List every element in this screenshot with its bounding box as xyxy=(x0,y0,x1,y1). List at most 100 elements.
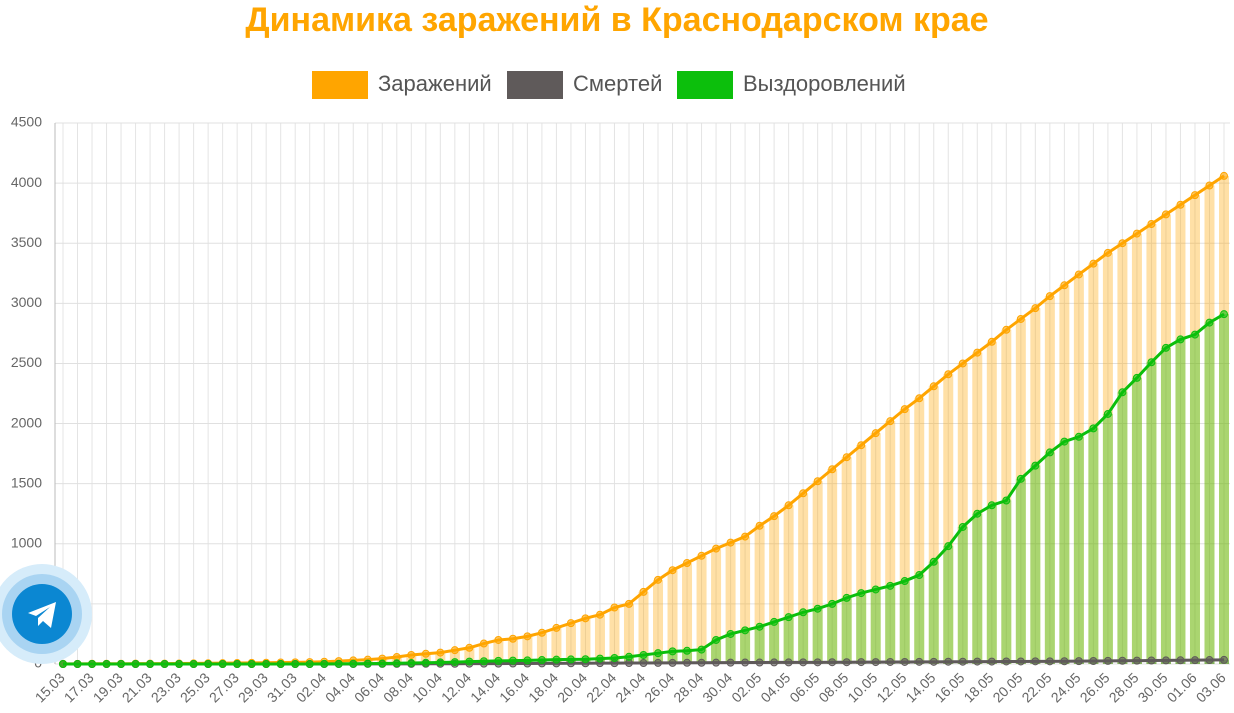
bar xyxy=(928,386,939,664)
bar xyxy=(565,623,576,664)
point xyxy=(1016,657,1025,666)
point xyxy=(624,599,633,608)
bar xyxy=(957,363,968,664)
point xyxy=(566,619,575,628)
bar xyxy=(1059,441,1070,664)
point xyxy=(204,660,213,668)
x-tick-label: 06.04 xyxy=(351,669,387,705)
bar xyxy=(667,570,678,664)
x-tick-label: 24.04 xyxy=(612,669,648,705)
bar xyxy=(638,591,649,664)
bar xyxy=(899,409,910,664)
x-tick-label: 14.05 xyxy=(902,669,938,705)
point xyxy=(320,659,329,668)
x-tick-label: 18.04 xyxy=(525,669,561,705)
bar xyxy=(478,643,489,664)
point xyxy=(363,659,372,668)
bar xyxy=(754,525,765,664)
legend-label: Выздоровлений xyxy=(743,71,906,96)
bar xyxy=(682,563,693,664)
x-tick-label: 30.04 xyxy=(699,669,735,705)
point xyxy=(508,656,517,665)
bar xyxy=(682,650,693,664)
point xyxy=(218,660,227,668)
bar xyxy=(972,352,983,664)
bar xyxy=(464,647,475,664)
bar xyxy=(1015,318,1026,664)
point xyxy=(871,429,880,438)
point xyxy=(799,658,808,667)
point xyxy=(494,656,503,665)
y-tick-label: 1500 xyxy=(11,474,42,490)
point xyxy=(59,660,67,668)
point xyxy=(668,647,677,656)
point xyxy=(450,646,459,655)
point xyxy=(958,522,967,531)
bar xyxy=(1044,296,1055,664)
point xyxy=(1103,409,1112,418)
point xyxy=(1031,461,1040,470)
point xyxy=(1103,656,1112,665)
point xyxy=(1161,656,1170,665)
x-tick-label: 19.03 xyxy=(90,669,126,705)
x-tick-label: 29.03 xyxy=(235,669,271,705)
x-tick-label: 08.04 xyxy=(380,669,416,705)
point xyxy=(1205,181,1214,190)
y-tick-label: 4000 xyxy=(11,174,42,190)
bar xyxy=(1175,204,1186,665)
point xyxy=(973,509,982,518)
point xyxy=(741,532,750,541)
x-tick-label: 12.04 xyxy=(438,669,474,705)
point xyxy=(421,649,430,658)
point xyxy=(668,658,677,667)
point xyxy=(944,370,953,379)
point xyxy=(1220,655,1228,664)
bar xyxy=(783,505,794,664)
point xyxy=(668,566,677,575)
bar xyxy=(972,513,983,664)
x-tick-label: 16.05 xyxy=(931,669,967,705)
bar xyxy=(667,651,678,664)
point xyxy=(886,581,895,590)
point xyxy=(886,657,895,666)
point xyxy=(1002,496,1011,505)
point xyxy=(741,626,750,635)
x-tick-label: 25.03 xyxy=(177,669,213,705)
bar xyxy=(841,597,852,664)
bar xyxy=(1030,465,1041,664)
point xyxy=(900,657,909,666)
point xyxy=(755,622,764,631)
bar xyxy=(943,546,954,664)
bar xyxy=(841,457,852,664)
point xyxy=(392,659,401,668)
point xyxy=(958,657,967,666)
x-tick-label: 16.04 xyxy=(496,669,532,705)
point xyxy=(407,650,416,659)
y-tick-label: 2500 xyxy=(11,354,42,370)
x-tick-label: 06.05 xyxy=(786,669,822,705)
bar xyxy=(580,618,591,664)
point xyxy=(305,660,314,668)
point xyxy=(1074,270,1083,279)
point xyxy=(929,657,938,666)
telegram-button[interactable] xyxy=(12,584,72,644)
bar xyxy=(1102,252,1113,664)
point xyxy=(654,649,663,658)
point xyxy=(857,441,866,450)
bar xyxy=(812,481,823,664)
point xyxy=(88,660,97,668)
x-tick-label: 28.04 xyxy=(670,669,706,705)
bar xyxy=(653,579,664,664)
point xyxy=(1118,656,1127,665)
bar xyxy=(1015,478,1026,664)
bar xyxy=(696,649,707,664)
x-tick-label: 31.03 xyxy=(264,669,300,705)
point xyxy=(813,658,822,667)
point xyxy=(436,648,445,657)
point xyxy=(770,512,779,521)
bar xyxy=(1117,243,1128,664)
point xyxy=(175,660,184,668)
point xyxy=(552,655,561,664)
bar xyxy=(827,603,838,664)
